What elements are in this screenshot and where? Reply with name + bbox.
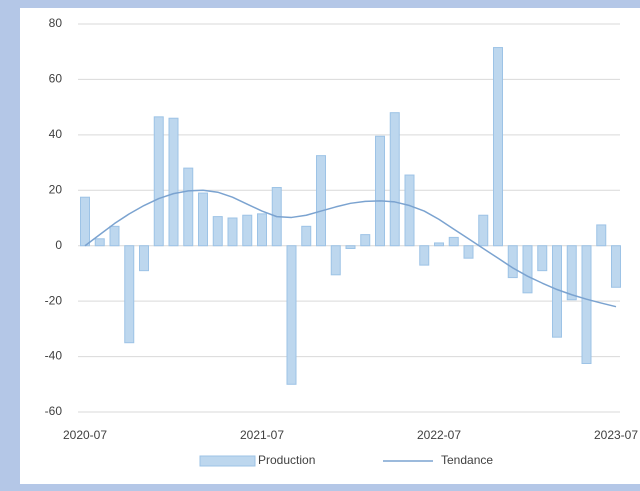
y-tick-label: -20 bbox=[45, 293, 63, 307]
bar bbox=[139, 245, 149, 272]
bar bbox=[301, 225, 312, 247]
bar bbox=[537, 245, 548, 272]
y-tick-label: 0 bbox=[55, 238, 62, 252]
bar bbox=[375, 135, 385, 247]
y-tick-label: 80 bbox=[49, 16, 63, 30]
x-tick-label: 2022-07 bbox=[417, 428, 461, 442]
bar bbox=[448, 236, 459, 247]
bar bbox=[552, 245, 562, 338]
bar bbox=[345, 245, 356, 249]
bar bbox=[463, 245, 474, 259]
y-tick-label: 60 bbox=[49, 72, 63, 86]
bar bbox=[168, 117, 179, 247]
bar bbox=[330, 245, 341, 276]
x-tick-label: 2021-07 bbox=[240, 428, 284, 442]
bar bbox=[404, 174, 415, 247]
bar bbox=[316, 155, 326, 247]
bar bbox=[153, 116, 164, 247]
bar bbox=[611, 245, 621, 288]
x-tick-label: 2023-07 bbox=[594, 428, 638, 442]
y-tick-label: -40 bbox=[45, 349, 63, 363]
bar bbox=[507, 245, 518, 279]
bar bbox=[493, 47, 503, 247]
bar bbox=[183, 167, 194, 247]
x-tick-label: 2020-07 bbox=[63, 428, 107, 442]
bar bbox=[242, 214, 253, 247]
bar bbox=[257, 213, 267, 247]
legend-swatch bbox=[199, 455, 256, 467]
legend-label: Production bbox=[258, 453, 315, 467]
y-tick-label: -60 bbox=[45, 404, 63, 418]
bar bbox=[596, 224, 607, 247]
bar bbox=[124, 245, 135, 344]
bar bbox=[198, 192, 208, 247]
bar bbox=[109, 225, 120, 247]
bar bbox=[478, 214, 489, 247]
bar bbox=[419, 245, 430, 266]
bar bbox=[80, 196, 90, 247]
bar bbox=[94, 238, 105, 247]
trend-line bbox=[84, 189, 617, 308]
y-tick-label: 40 bbox=[49, 127, 63, 141]
bar bbox=[389, 112, 400, 247]
y-tick-label: 20 bbox=[49, 182, 63, 196]
bar bbox=[227, 217, 238, 247]
bar bbox=[360, 234, 371, 247]
bar bbox=[566, 245, 577, 301]
bar bbox=[522, 245, 533, 294]
bar bbox=[286, 245, 297, 385]
bar bbox=[581, 245, 592, 364]
legend-label: Tendance bbox=[441, 453, 493, 467]
bar bbox=[212, 216, 223, 247]
bar bbox=[434, 242, 444, 247]
